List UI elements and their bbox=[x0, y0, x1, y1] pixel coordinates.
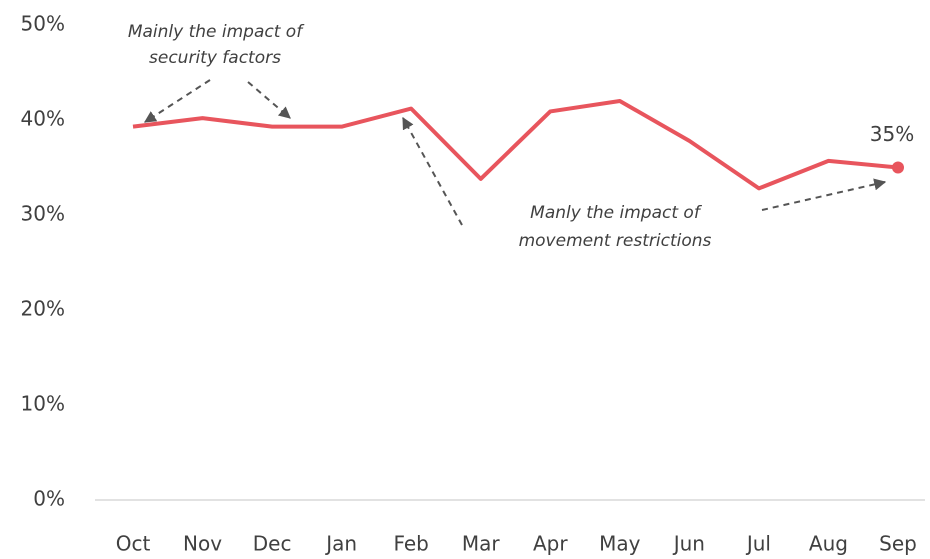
x-tick-label: Oct bbox=[116, 532, 151, 556]
x-tick-label: Jan bbox=[324, 532, 357, 556]
x-tick-label: Mar bbox=[462, 532, 501, 556]
annotation: movement restrictions bbox=[519, 231, 712, 251]
y-tick-label: 0% bbox=[33, 487, 65, 511]
y-tick-label: 40% bbox=[21, 107, 65, 131]
x-tick-label: Jul bbox=[745, 532, 771, 556]
line bbox=[132, 99, 899, 191]
annotation: Mainly the impact of bbox=[128, 22, 305, 42]
annotation: security factors bbox=[149, 48, 281, 68]
annotation-arrow bbox=[143, 79, 211, 123]
x-tick-label: Nov bbox=[183, 532, 222, 556]
annotation-arrow bbox=[761, 178, 887, 211]
annotation-arrow bbox=[402, 116, 463, 226]
y-tick-label: 50% bbox=[21, 12, 65, 36]
data-label: 35% bbox=[870, 122, 914, 146]
x-tick-label: Apr bbox=[533, 532, 568, 556]
annotation-arrow bbox=[247, 81, 291, 119]
x-tick-label: Feb bbox=[393, 532, 428, 556]
x-tick-label: Jun bbox=[672, 532, 705, 556]
y-tick-label: 30% bbox=[21, 202, 65, 226]
x-tick-label: Aug bbox=[809, 532, 848, 556]
x-tick-label: Sep bbox=[879, 532, 917, 556]
x-tick-label: May bbox=[599, 532, 641, 556]
point bbox=[892, 161, 904, 174]
annotation: Manly the impact of bbox=[530, 203, 703, 223]
x-tick-label: Dec bbox=[253, 532, 292, 556]
y-tick-label: 10% bbox=[21, 392, 65, 416]
y-tick-label: 20% bbox=[21, 297, 65, 321]
